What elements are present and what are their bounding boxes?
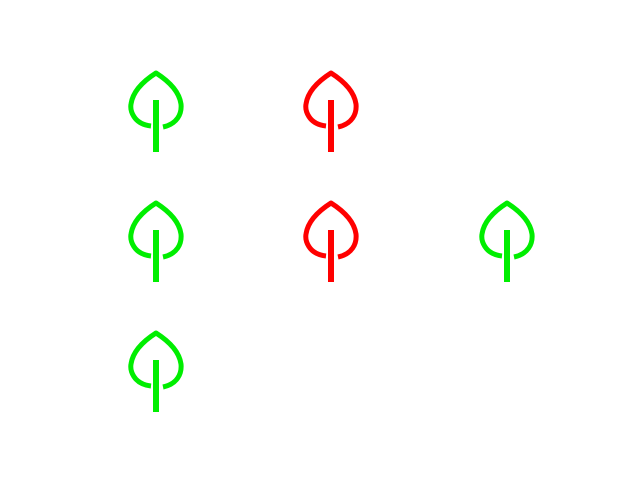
leaf-icon — [128, 330, 184, 412]
leaf-icon — [128, 70, 184, 152]
leaf-icon-green — [127, 200, 187, 284]
leaf-outline — [303, 200, 359, 260]
leaf-outline — [128, 200, 184, 260]
leaf-icon — [303, 70, 359, 152]
leaf-outline — [303, 70, 359, 130]
leaf-icon — [128, 200, 184, 282]
leaf-icon-green — [127, 330, 187, 414]
leaf-icon-red — [302, 200, 362, 284]
leaf-icon-red — [302, 70, 362, 154]
leaf-icon-green — [478, 200, 538, 284]
leaf-outline — [128, 70, 184, 130]
leaf-icon-green — [127, 70, 187, 154]
leaf-outline — [479, 200, 535, 260]
leaf-icon — [479, 200, 535, 282]
leaf-icon — [303, 200, 359, 282]
leaf-outline — [128, 330, 184, 390]
